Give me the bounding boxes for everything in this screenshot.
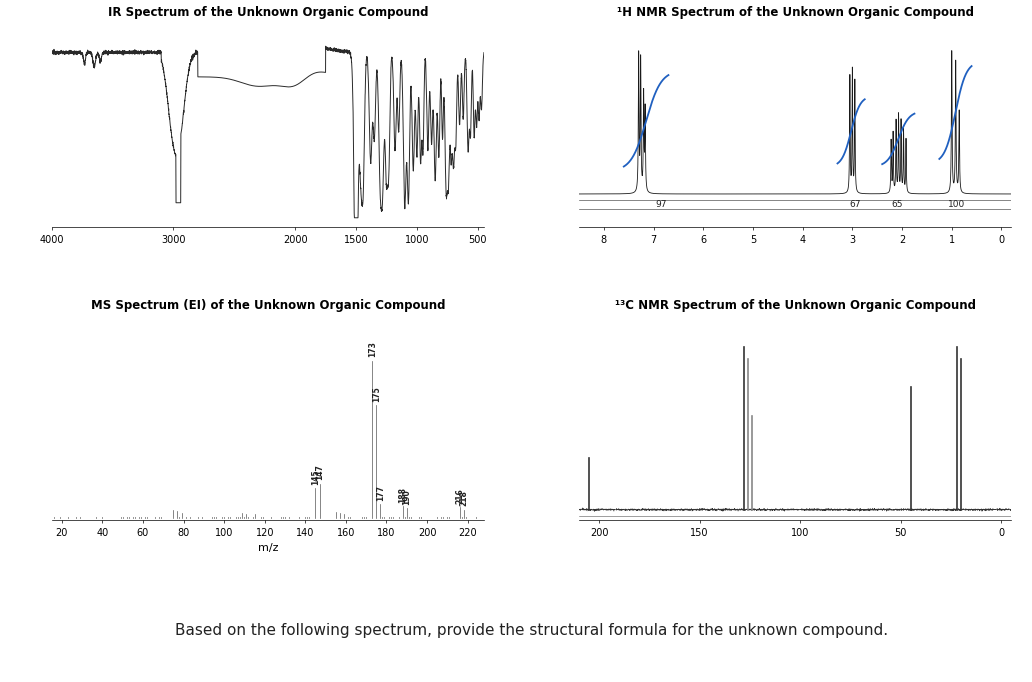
Text: Based on the following spectrum, provide the structural formula for the unknown : Based on the following spectrum, provide…	[174, 623, 889, 638]
Text: 188: 188	[398, 486, 408, 503]
Text: 177: 177	[376, 485, 385, 501]
Text: 218: 218	[459, 490, 469, 507]
Text: 65: 65	[892, 200, 903, 209]
Title: ¹H NMR Spectrum of the Unknown Organic Compound: ¹H NMR Spectrum of the Unknown Organic C…	[617, 6, 974, 19]
Text: 175: 175	[372, 386, 381, 402]
Text: 216: 216	[455, 488, 464, 504]
Text: 145: 145	[311, 469, 320, 485]
Text: 190: 190	[402, 489, 412, 505]
Title: MS Spectrum (EI) of the Unknown Organic Compound: MS Spectrum (EI) of the Unknown Organic …	[91, 299, 445, 312]
Text: 67: 67	[849, 200, 861, 209]
Title: ¹³C NMR Spectrum of the Unknown Organic Compound: ¹³C NMR Spectrum of the Unknown Organic …	[615, 299, 975, 312]
Text: 147: 147	[315, 464, 324, 480]
Text: 100: 100	[948, 200, 965, 209]
Title: IR Spectrum of the Unknown Organic Compound: IR Spectrum of the Unknown Organic Compo…	[107, 6, 428, 19]
Text: 97: 97	[655, 200, 667, 209]
X-axis label: m/z: m/z	[258, 543, 278, 553]
Text: 173: 173	[367, 342, 377, 357]
